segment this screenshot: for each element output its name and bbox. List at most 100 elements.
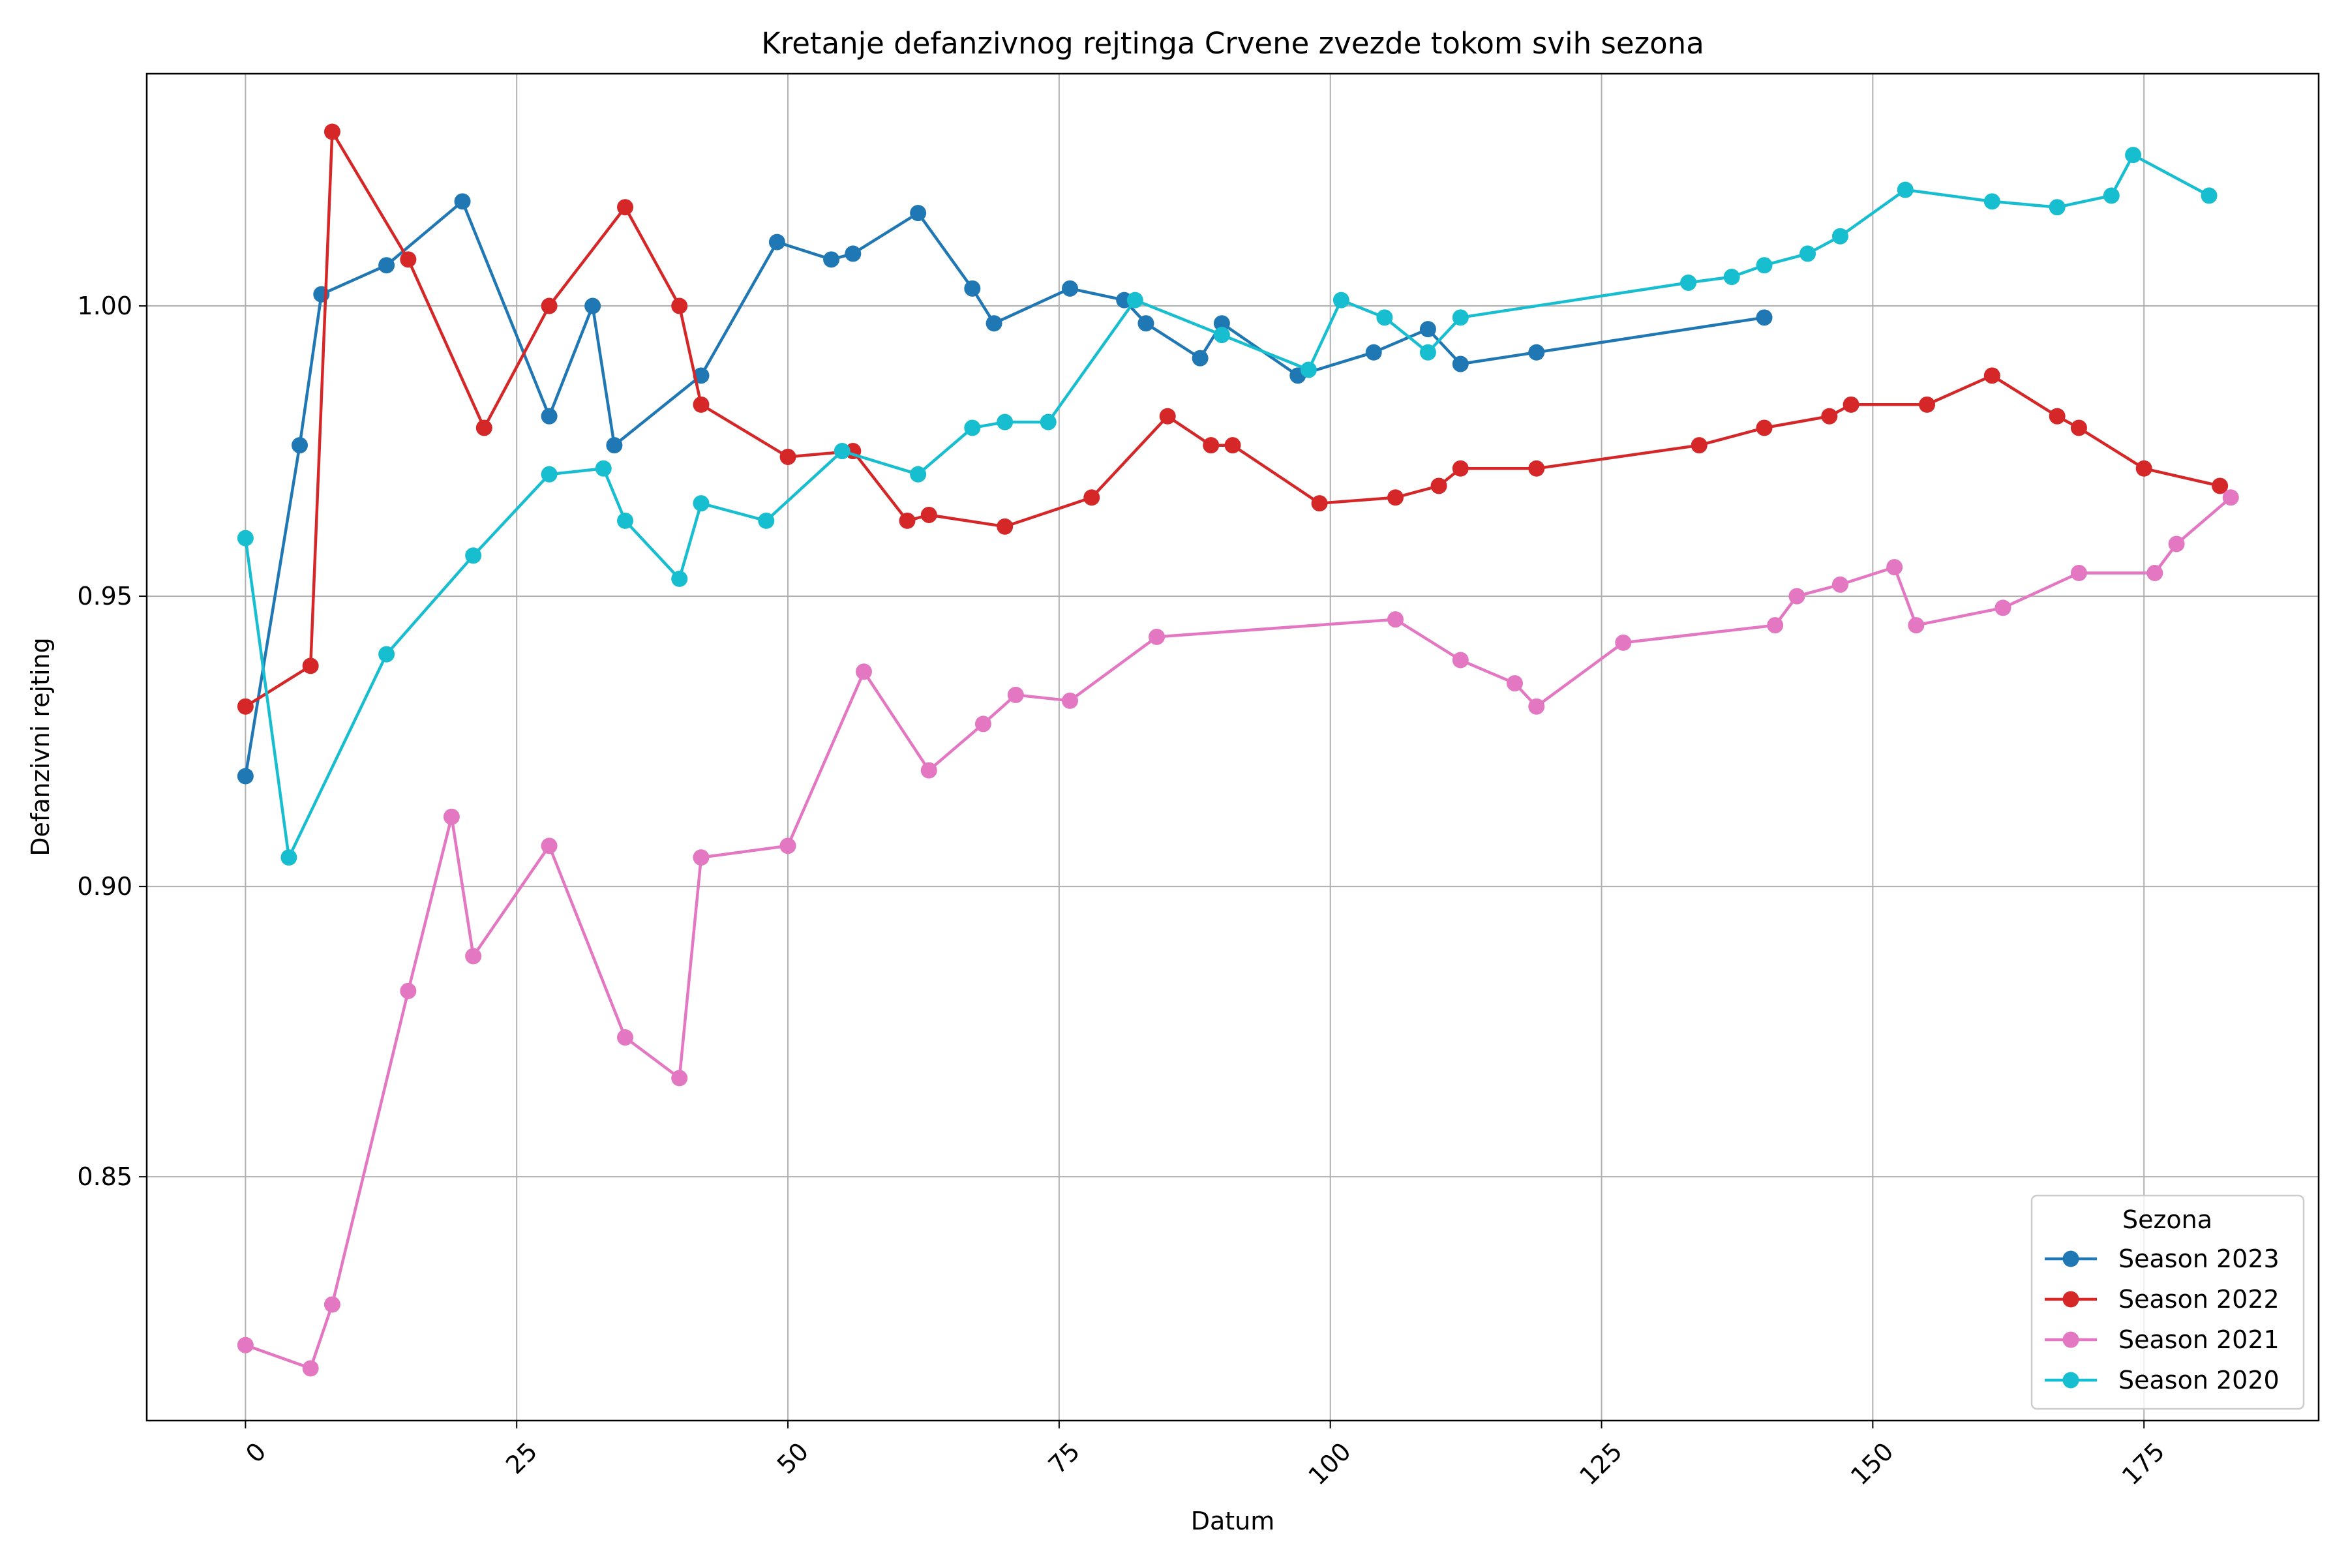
- data-point: [2168, 535, 2185, 552]
- data-point: [1886, 559, 1903, 576]
- data-point: [855, 663, 872, 680]
- data-point: [1430, 477, 1447, 494]
- data-point: [1615, 634, 1632, 651]
- data-point: [1680, 274, 1697, 291]
- data-point: [1452, 355, 1469, 372]
- data-point: [1756, 257, 1773, 274]
- data-point: [1756, 309, 1773, 326]
- data-point: [1723, 269, 1740, 286]
- legend-entries: Season 2023 Season 2022 Season 2021 Season …: [2045, 1244, 2280, 1395]
- data-point: [2135, 460, 2152, 477]
- data-point: [1908, 617, 1925, 634]
- data-point: [1756, 419, 1773, 436]
- data-point: [986, 315, 1002, 332]
- legend-label: Season 2023: [2118, 1244, 2280, 1273]
- data-point: [2070, 419, 2087, 436]
- data-point: [1332, 292, 1349, 309]
- data-point: [2125, 147, 2142, 164]
- data-point: [237, 1336, 254, 1353]
- plot-frame: [145, 72, 2320, 1422]
- data-point: [2103, 187, 2120, 204]
- data-point: [2049, 199, 2066, 216]
- chart-title: Kretanje defanzivnog rejtinga Crvene zve…: [761, 26, 1704, 61]
- data-point: [671, 297, 688, 314]
- data-point: [595, 460, 612, 477]
- data-point: [671, 1070, 688, 1087]
- data-point: [1452, 652, 1469, 669]
- y-tick-label: 1.00: [77, 292, 132, 320]
- data-point: [823, 251, 840, 268]
- data-point: [280, 849, 297, 866]
- legend-marker: [2062, 1372, 2079, 1389]
- legend-label: Season 2022: [2118, 1285, 2280, 1314]
- data-point: [1452, 460, 1469, 477]
- data-point: [899, 512, 916, 529]
- data-point: [1983, 193, 2000, 210]
- data-point: [1799, 245, 1816, 262]
- data-point: [1528, 460, 1545, 477]
- grid-lines: [147, 74, 2319, 1421]
- series: [237, 193, 1773, 785]
- data-point: [1007, 686, 1024, 703]
- legend: Sezona Season 2023 Season 2022 Season 2021…: [2030, 1194, 2305, 1410]
- data-point: [1387, 489, 1404, 506]
- data-point: [1192, 350, 1209, 367]
- y-tick-label: 0.85: [77, 1162, 132, 1191]
- data-point: [1300, 361, 1317, 378]
- data-point: [779, 837, 796, 854]
- series-layer: [237, 123, 2239, 1377]
- data-point: [541, 297, 558, 314]
- data-point: [834, 443, 850, 460]
- data-point: [2146, 564, 2163, 581]
- data-point: [1126, 292, 1143, 309]
- data-point: [1061, 280, 1078, 297]
- data-point: [1831, 576, 1848, 593]
- data-point: [693, 396, 710, 413]
- data-point: [617, 1029, 634, 1046]
- data-point: [779, 448, 796, 465]
- legend-box: [2030, 1194, 2305, 1410]
- data-point: [617, 512, 634, 529]
- data-point: [465, 948, 482, 965]
- series: [237, 489, 2239, 1377]
- legend-marker: [2062, 1250, 2079, 1267]
- data-point: [2201, 187, 2218, 204]
- data-point: [1919, 396, 1936, 413]
- data-point: [1040, 414, 1057, 430]
- data-point: [2212, 477, 2229, 494]
- y-tick-label: 0.95: [77, 582, 132, 611]
- data-point: [997, 414, 1014, 430]
- data-point: [1203, 437, 1220, 454]
- data-point: [1821, 408, 1838, 425]
- data-point: [617, 199, 634, 216]
- data-point: [693, 495, 710, 512]
- data-point: [1831, 228, 1848, 245]
- data-point: [378, 646, 395, 663]
- data-point: [1419, 344, 1436, 361]
- data-point: [2049, 408, 2066, 425]
- data-point: [1365, 344, 1382, 361]
- data-point: [237, 768, 254, 785]
- data-point: [964, 280, 981, 297]
- legend-marker: [2062, 1291, 2079, 1308]
- data-point: [845, 245, 862, 262]
- data-point: [2222, 489, 2239, 506]
- data-point: [1788, 588, 1805, 605]
- data-point: [920, 506, 937, 523]
- data-point: [541, 837, 558, 854]
- y-axis-label: Defanzivni rejting: [26, 637, 55, 856]
- data-point: [1528, 698, 1545, 715]
- data-point: [693, 849, 710, 866]
- data-point: [1843, 396, 1859, 413]
- legend-label: Season 2020: [2118, 1366, 2280, 1395]
- data-point: [237, 698, 254, 715]
- data-point: [1213, 327, 1230, 344]
- series-line: [244, 200, 1766, 778]
- data-point: [400, 251, 417, 268]
- data-point: [541, 408, 558, 425]
- data-point: [400, 982, 417, 999]
- data-point: [1506, 675, 1523, 692]
- data-point: [1213, 315, 1230, 332]
